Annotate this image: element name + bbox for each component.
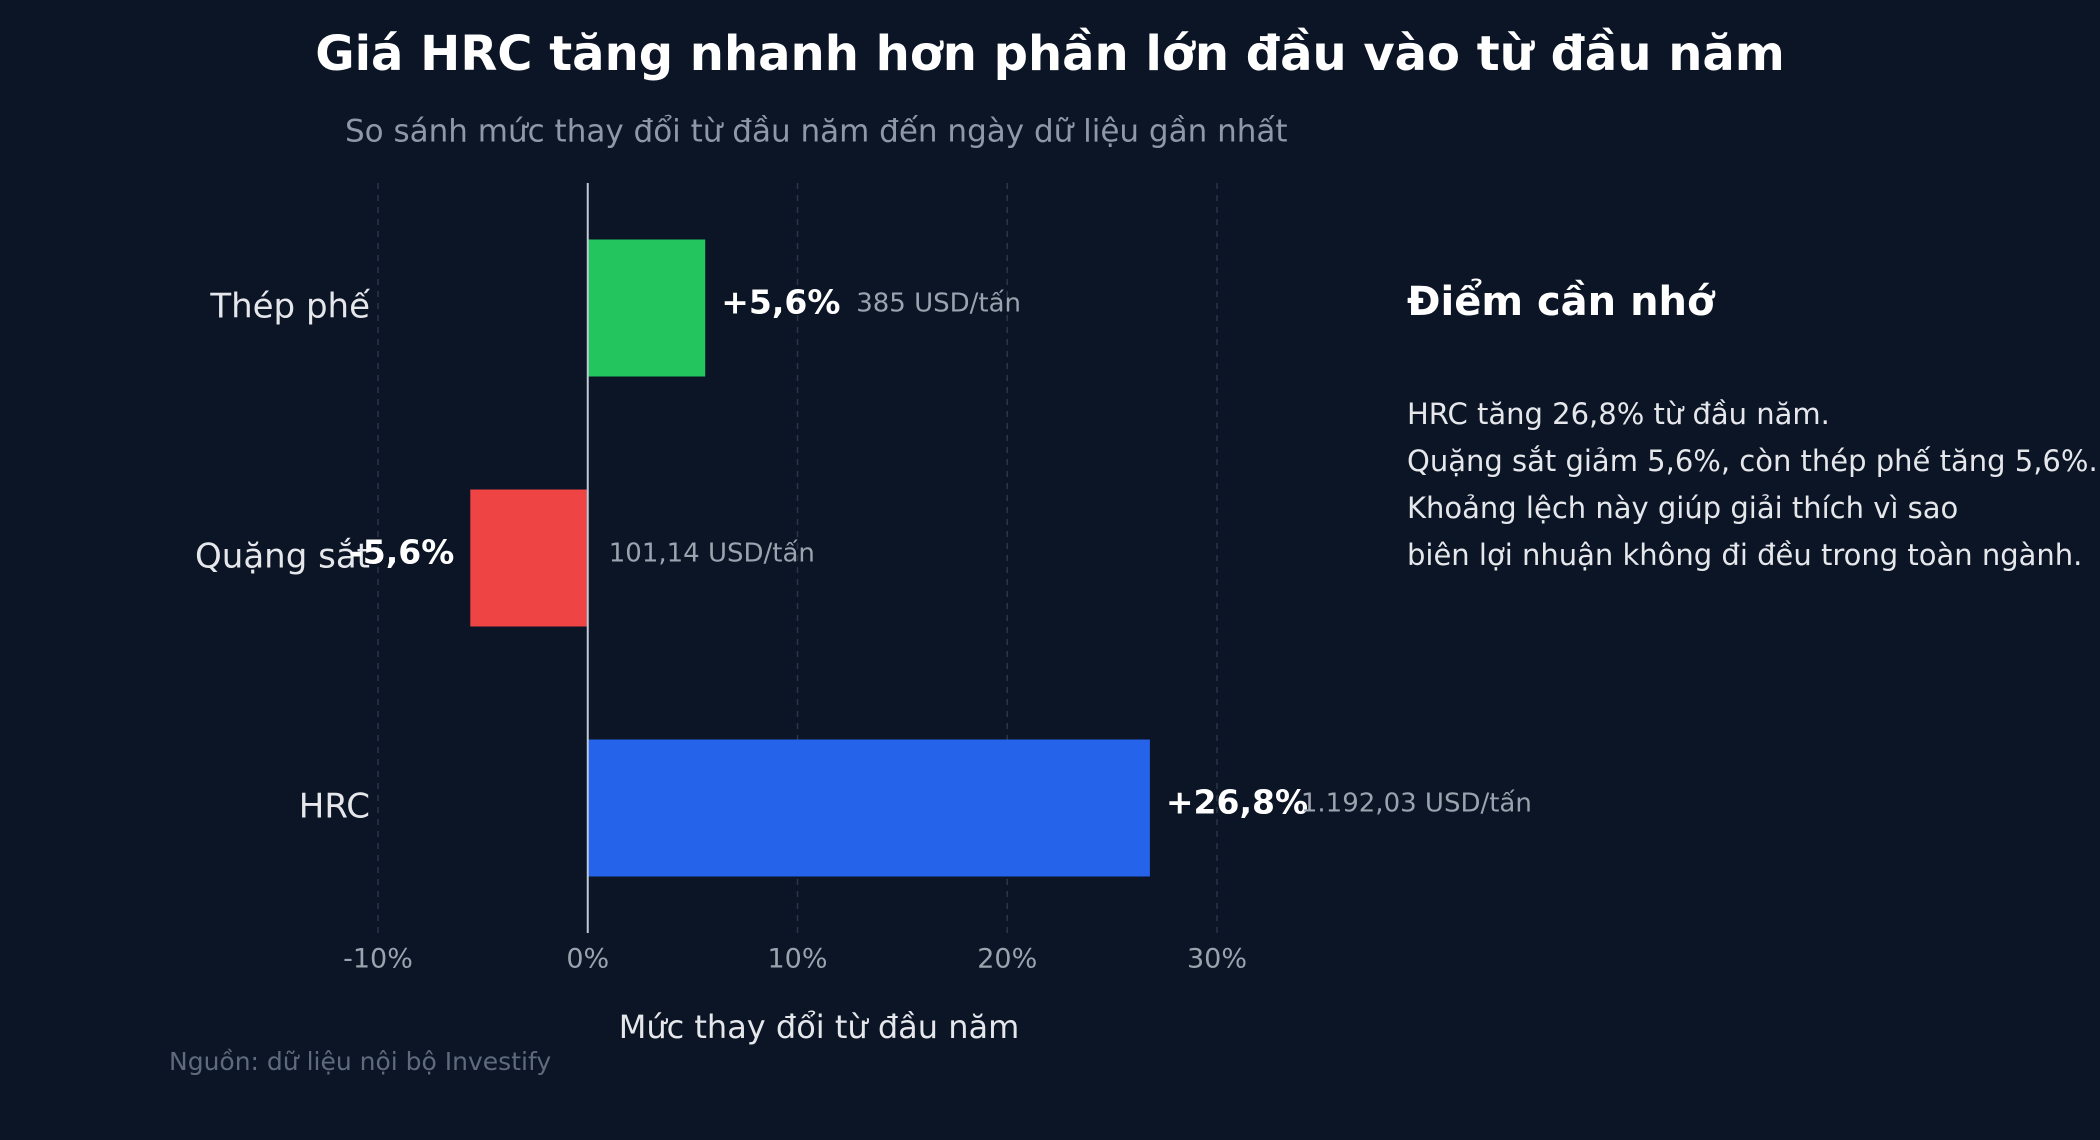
bar <box>587 239 706 377</box>
x-tick-label: 10% <box>767 944 827 975</box>
panel-line: Khoảng lệch này giúp giải thích vì sao <box>1407 491 1958 525</box>
panel-line: HRC tăng 26,8% từ đầu năm. <box>1407 397 1830 431</box>
source-note: Nguồn: dữ liệu nội bộ Investify <box>169 1047 551 1076</box>
x-tick-label: 20% <box>977 944 1037 975</box>
x-axis-label: Mức thay đổi từ đầu năm <box>619 1008 1020 1046</box>
panel-line: Quặng sắt giảm 5,6%, còn thép phế tăng 5… <box>1407 444 2098 478</box>
price-annotation: 385 USD/tấn <box>856 289 1021 319</box>
value-label: +5,6% <box>721 283 840 322</box>
price-annotation: 101,14 USD/tấn <box>609 539 815 569</box>
value-label: -5,6% <box>349 533 454 572</box>
chart-subtitle: So sánh mức thay đổi từ đầu năm đến ngày… <box>345 114 1288 150</box>
panel-line: biên lợi nhuận không đi đều trong toàn n… <box>1407 538 2082 572</box>
value-label: +26,8% <box>1166 783 1308 822</box>
chart-title: Giá HRC tăng nhanh hơn phần lớn đầu vào … <box>315 26 1785 82</box>
price-annotation: 1.192,03 USD/tấn <box>1301 789 1532 819</box>
x-tick-label: 0% <box>566 944 609 975</box>
x-tick-label: -10% <box>343 944 413 975</box>
bar <box>470 489 588 627</box>
category-label: Quặng sắt <box>195 537 370 577</box>
category-label: Thép phế <box>209 287 370 327</box>
bar <box>587 739 1150 877</box>
x-tick-label: 30% <box>1187 944 1247 975</box>
category-label: HRC <box>299 787 370 827</box>
panel-title: Điểm cần nhớ <box>1407 277 1716 325</box>
